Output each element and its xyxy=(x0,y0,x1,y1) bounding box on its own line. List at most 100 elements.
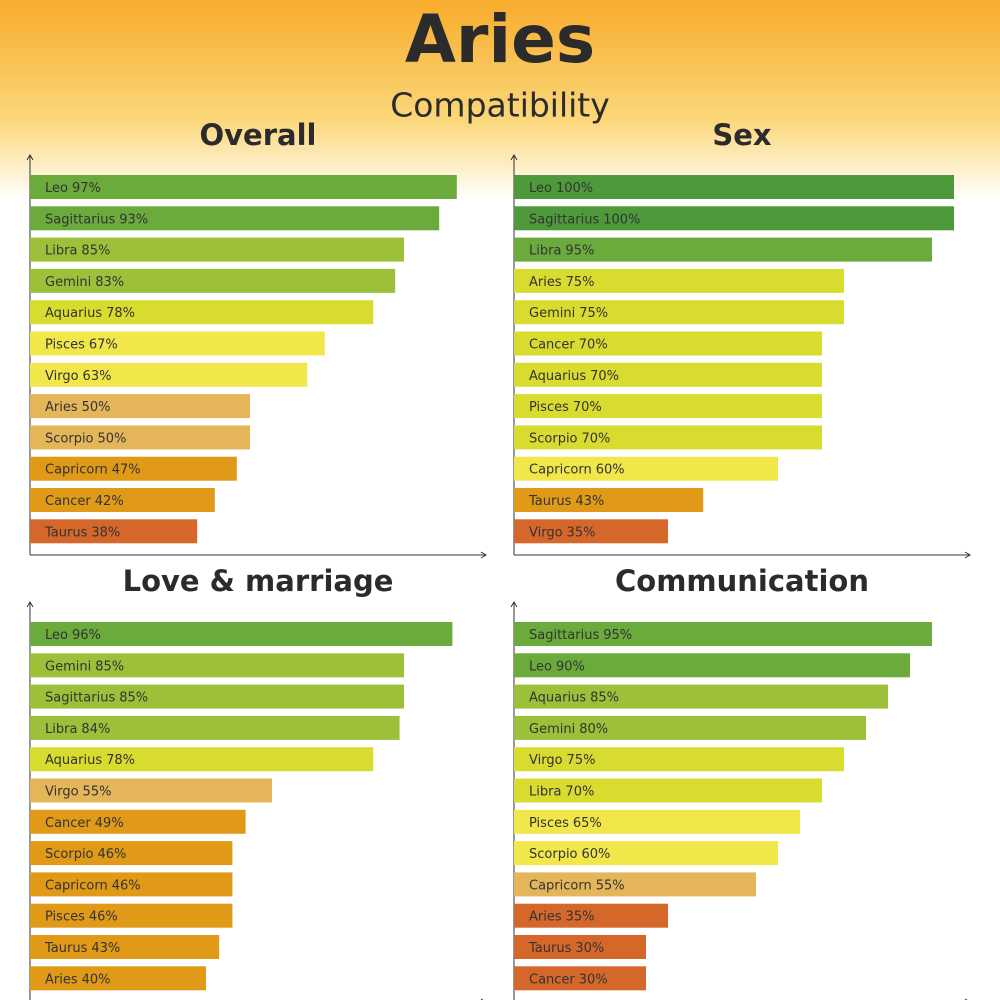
value-label: 84% xyxy=(81,721,110,736)
bar xyxy=(30,237,404,262)
value-label: 93% xyxy=(119,212,148,227)
value-label: 50% xyxy=(98,431,127,446)
bar-label: Sagittarius 100% xyxy=(529,212,640,227)
bar xyxy=(30,331,325,356)
category-label: Taurus xyxy=(528,941,572,956)
value-label: 75% xyxy=(567,753,596,768)
bar-label: Gemini 83% xyxy=(45,274,124,289)
bar-label: Capricorn 47% xyxy=(45,462,141,477)
category-label: Aquarius xyxy=(529,368,586,383)
category-label: Scorpio xyxy=(529,847,578,862)
bar xyxy=(30,935,220,959)
category-label: Sagittarius xyxy=(529,212,599,227)
category-label: Aquarius xyxy=(529,690,586,705)
category-label: Virgo xyxy=(529,753,563,768)
bar-label: Aquarius 85% xyxy=(529,690,619,705)
value-label: 85% xyxy=(119,690,148,705)
bar xyxy=(514,653,910,678)
bar xyxy=(30,841,233,866)
bar-label: Virgo 63% xyxy=(45,368,111,383)
bar xyxy=(30,456,237,481)
bar-label: Virgo 35% xyxy=(529,525,595,540)
axis-arrow xyxy=(510,154,518,161)
value-label: 85% xyxy=(95,659,124,674)
value-label: 75% xyxy=(579,306,608,321)
category-label: Taurus xyxy=(44,525,88,540)
chart-title: Sex xyxy=(712,118,772,152)
bar xyxy=(514,809,800,834)
axis-arrow xyxy=(964,551,971,559)
category-label: Virgo xyxy=(45,368,79,383)
value-label: 30% xyxy=(579,972,608,987)
header-band xyxy=(0,0,1000,200)
bar xyxy=(514,237,932,262)
category-label: Leo xyxy=(529,181,552,196)
category-label: Gemini xyxy=(529,721,575,736)
category-label: Leo xyxy=(45,628,68,643)
value-label: 43% xyxy=(91,941,120,956)
bar xyxy=(514,519,668,544)
value-label: 38% xyxy=(91,525,120,540)
bar-label: Capricorn 60% xyxy=(529,462,625,477)
bar-label: Scorpio 50% xyxy=(45,431,126,446)
bar-label: Pisces 65% xyxy=(529,815,602,830)
bar-label: Leo 97% xyxy=(45,181,101,196)
bar-label: Aries 50% xyxy=(45,400,111,415)
bar xyxy=(30,206,440,231)
bar-label: Sagittarius 93% xyxy=(45,212,148,227)
bar xyxy=(514,300,844,325)
bar xyxy=(30,966,206,991)
bar xyxy=(514,175,954,199)
bar-label: Gemini 75% xyxy=(529,306,608,321)
category-label: Libra xyxy=(529,784,561,799)
bar-label: Gemini 85% xyxy=(45,659,124,674)
category-label: Taurus xyxy=(528,494,572,509)
bar-label: Sagittarius 85% xyxy=(45,690,148,705)
bar xyxy=(30,684,404,709)
axis-arrow xyxy=(510,601,518,608)
bar xyxy=(514,966,646,991)
value-label: 65% xyxy=(573,815,602,830)
chart-title: Overall xyxy=(200,118,317,152)
value-label: 49% xyxy=(95,815,124,830)
category-label: Leo xyxy=(529,659,552,674)
category-label: Gemini xyxy=(45,659,91,674)
value-label: 47% xyxy=(112,462,141,477)
category-label: Libra xyxy=(529,243,561,258)
bar-label: Aries 35% xyxy=(529,909,595,924)
value-label: 70% xyxy=(565,784,594,799)
category-label: Leo xyxy=(45,181,68,196)
bar xyxy=(30,653,404,678)
bar-label: Aquarius 78% xyxy=(45,753,135,768)
category-label: Aquarius xyxy=(45,306,102,321)
category-label: Aries xyxy=(45,400,78,415)
category-label: Capricorn xyxy=(45,878,108,893)
bar-label: Virgo 75% xyxy=(529,753,595,768)
bar xyxy=(514,456,778,481)
bar-label: Taurus 43% xyxy=(44,941,120,956)
category-label: Aries xyxy=(45,972,78,987)
value-label: 46% xyxy=(112,878,141,893)
bar-label: Cancer 42% xyxy=(45,494,124,509)
axis-arrow xyxy=(26,154,34,161)
bar-label: Leo 96% xyxy=(45,628,101,643)
category-label: Scorpio xyxy=(45,847,94,862)
bar xyxy=(514,425,822,450)
bar xyxy=(30,488,215,512)
value-label: 67% xyxy=(89,337,118,352)
bar xyxy=(514,935,646,959)
value-label: 75% xyxy=(566,274,595,289)
bar xyxy=(30,809,246,834)
bar xyxy=(30,268,396,293)
category-label: Aries xyxy=(529,274,562,289)
category-label: Pisces xyxy=(529,400,569,415)
bar xyxy=(30,394,250,419)
category-label: Sagittarius xyxy=(45,212,115,227)
bar xyxy=(514,684,888,709)
bar xyxy=(514,622,932,646)
bar-label: Aries 75% xyxy=(529,274,595,289)
value-label: 46% xyxy=(89,909,118,924)
page-title: Aries xyxy=(405,1,595,78)
bar xyxy=(514,715,866,740)
